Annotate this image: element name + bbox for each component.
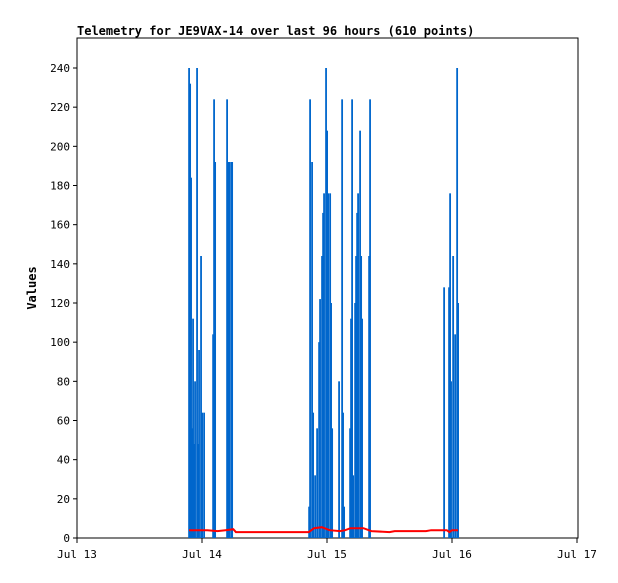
x-tick-label: Jul 16 xyxy=(432,548,472,561)
bar xyxy=(349,428,352,538)
x-tick-label: Jul 17 xyxy=(557,548,597,561)
y-tick-label: 140 xyxy=(50,258,70,271)
bar xyxy=(214,162,217,538)
bar xyxy=(456,68,459,538)
bar xyxy=(228,162,230,538)
bar xyxy=(196,68,198,538)
bar xyxy=(329,193,332,539)
bar xyxy=(318,342,321,538)
bar xyxy=(213,99,215,538)
bar xyxy=(200,256,202,538)
bar xyxy=(193,444,196,538)
bar xyxy=(450,381,452,538)
bar xyxy=(443,287,446,538)
y-tick-label: 0 xyxy=(63,532,70,545)
bar xyxy=(322,212,325,538)
bar xyxy=(226,99,228,538)
y-tick-label: 100 xyxy=(50,336,70,349)
y-tick-label: 120 xyxy=(50,297,70,310)
y-tick-label: 240 xyxy=(50,62,70,75)
bar xyxy=(327,193,330,539)
bar xyxy=(343,506,346,538)
y-tick-label: 60 xyxy=(57,415,70,428)
bar xyxy=(308,506,311,538)
y-tick-label: 220 xyxy=(50,101,70,114)
chart-title: Telemetry for JE9VAX-14 over last 96 hou… xyxy=(77,24,474,38)
y-tick-label: 160 xyxy=(50,219,70,232)
bar xyxy=(369,99,371,538)
bar xyxy=(338,381,340,538)
bar xyxy=(351,99,353,538)
bar xyxy=(355,256,357,538)
bar xyxy=(197,444,200,538)
x-tick-label: Jul 15 xyxy=(307,548,347,561)
y-tick-label: 40 xyxy=(57,454,70,467)
bar xyxy=(201,412,203,538)
bar xyxy=(341,99,344,538)
x-tick-label: Jul 14 xyxy=(182,548,222,561)
x-tick-label: Jul 13 xyxy=(57,548,97,561)
bar xyxy=(352,475,355,538)
bar xyxy=(189,83,192,539)
bar xyxy=(319,299,321,538)
bar xyxy=(330,303,332,538)
bar xyxy=(212,334,215,538)
bar xyxy=(449,193,452,539)
bar xyxy=(326,130,328,538)
bar xyxy=(230,162,232,538)
bar xyxy=(312,412,315,538)
y-tick-label: 20 xyxy=(57,493,70,506)
bar xyxy=(342,412,344,538)
y-tick-label: 200 xyxy=(50,140,70,153)
bar xyxy=(203,412,205,538)
bar xyxy=(457,303,459,538)
y-tick-label: 80 xyxy=(57,375,70,388)
bar xyxy=(311,162,313,538)
bar xyxy=(192,318,194,538)
bar xyxy=(191,428,194,538)
bar xyxy=(309,99,311,538)
bar xyxy=(314,475,317,538)
bar xyxy=(231,162,234,538)
bar xyxy=(354,303,357,538)
bar xyxy=(452,256,455,538)
bar xyxy=(356,212,359,538)
y-axis-label: Values xyxy=(25,266,39,309)
bar xyxy=(198,350,200,538)
bar xyxy=(454,334,457,538)
bar xyxy=(331,428,334,538)
bar xyxy=(368,256,371,538)
bar xyxy=(194,381,196,538)
bar xyxy=(188,68,190,538)
bar xyxy=(359,130,361,538)
bar xyxy=(350,318,352,538)
series-line xyxy=(189,526,458,534)
bar xyxy=(357,193,359,539)
bar xyxy=(325,68,327,538)
bar xyxy=(227,162,229,538)
bar xyxy=(190,177,192,538)
bar xyxy=(361,318,363,538)
bar xyxy=(448,287,450,538)
bar xyxy=(316,428,319,538)
y-tick-label: 180 xyxy=(50,180,70,193)
bar xyxy=(321,256,323,538)
bar xyxy=(360,256,363,538)
bar xyxy=(323,193,325,539)
